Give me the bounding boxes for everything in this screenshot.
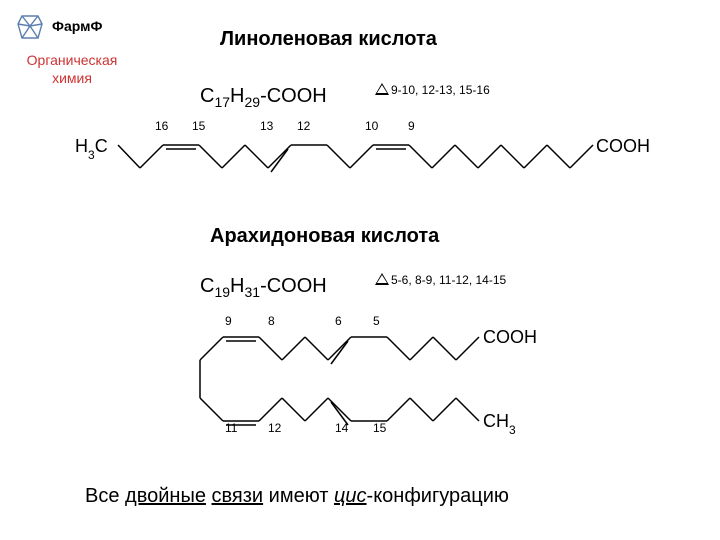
svg-text:5: 5 [373, 314, 380, 328]
svg-text:12: 12 [268, 421, 282, 435]
bt5: цис [334, 485, 367, 507]
bottom-sentence: Все двойные связи имеют цис-конфигурацию [85, 485, 509, 508]
bt4: имеют [263, 485, 334, 507]
svg-text:11: 11 [225, 421, 238, 435]
svg-text:8: 8 [268, 314, 275, 328]
svg-text:14: 14 [335, 421, 349, 435]
compound2-structure: COOH CH3 9 8 6 5 11 12 14 15 [0, 0, 720, 460]
bt3: связи [212, 485, 264, 507]
svg-text:15: 15 [373, 421, 387, 435]
svg-text:6: 6 [335, 314, 342, 328]
bt1: двойные [125, 485, 206, 507]
bt6: -конфигурацию [367, 485, 509, 507]
svg-text:COOH: COOH [483, 327, 537, 347]
svg-text:9: 9 [225, 314, 232, 328]
svg-text:CH3: CH3 [483, 411, 516, 437]
bt0: Все [85, 485, 125, 507]
